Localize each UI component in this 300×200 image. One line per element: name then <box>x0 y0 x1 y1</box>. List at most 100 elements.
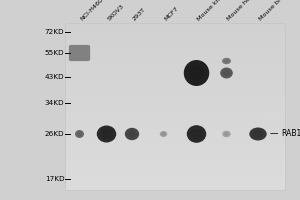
Bar <box>66 79 285 80</box>
Ellipse shape <box>125 128 139 140</box>
Bar <box>66 52 285 54</box>
Bar <box>66 70 285 72</box>
Bar <box>66 175 285 177</box>
Bar <box>66 125 285 127</box>
Bar <box>66 85 285 87</box>
Bar <box>66 139 285 140</box>
Bar <box>66 140 285 142</box>
Bar <box>66 90 285 92</box>
Ellipse shape <box>97 126 116 142</box>
Bar <box>66 95 285 97</box>
Bar <box>66 135 285 137</box>
Text: SKOV3: SKOV3 <box>106 4 125 22</box>
Text: Mouse brain: Mouse brain <box>258 0 290 22</box>
Bar <box>66 122 285 124</box>
Bar <box>66 157 285 158</box>
Text: —: — <box>270 130 278 138</box>
Bar <box>66 124 285 125</box>
Bar <box>66 178 285 180</box>
Ellipse shape <box>187 125 206 143</box>
Ellipse shape <box>161 132 166 136</box>
Bar <box>66 84 285 85</box>
Ellipse shape <box>189 65 204 81</box>
Bar <box>66 109 285 110</box>
Bar <box>66 114 285 115</box>
Bar <box>66 27 285 29</box>
Bar <box>66 144 285 145</box>
Bar <box>66 167 285 168</box>
Bar <box>66 163 285 165</box>
Ellipse shape <box>160 131 167 137</box>
Bar <box>66 105 285 107</box>
Bar <box>66 37 285 39</box>
Bar <box>66 51 285 52</box>
Ellipse shape <box>77 132 82 136</box>
Bar <box>66 24 285 26</box>
Bar <box>66 115 285 117</box>
Text: 43KD: 43KD <box>45 74 64 80</box>
Bar <box>66 32 285 34</box>
Bar <box>66 162 285 163</box>
Bar <box>66 65 285 67</box>
Ellipse shape <box>249 128 267 140</box>
Bar <box>66 158 285 160</box>
Bar <box>66 168 285 170</box>
Bar <box>66 148 285 150</box>
Bar <box>66 31 285 32</box>
Bar <box>66 145 285 147</box>
Ellipse shape <box>224 132 229 136</box>
Bar <box>66 102 285 104</box>
Bar <box>66 134 285 135</box>
Bar <box>66 26 285 27</box>
Text: 55KD: 55KD <box>45 50 64 56</box>
Ellipse shape <box>191 129 202 139</box>
Ellipse shape <box>101 129 112 139</box>
Bar <box>66 36 285 37</box>
Text: 34KD: 34KD <box>45 100 64 106</box>
Ellipse shape <box>253 130 263 138</box>
Bar <box>66 183 285 185</box>
Bar <box>66 39 285 41</box>
Bar <box>66 56 285 57</box>
Text: NCI-H460: NCI-H460 <box>80 0 104 22</box>
Bar <box>66 41 285 42</box>
Bar <box>66 142 285 144</box>
Ellipse shape <box>128 130 136 138</box>
Ellipse shape <box>184 60 209 86</box>
Bar <box>66 74 285 75</box>
Bar <box>66 180 285 182</box>
Bar <box>66 177 285 178</box>
Bar <box>66 75 285 77</box>
Bar <box>66 59 285 61</box>
Bar <box>66 57 285 59</box>
Ellipse shape <box>222 131 231 137</box>
Text: 293T: 293T <box>132 7 147 22</box>
Bar <box>66 129 285 130</box>
Bar <box>66 150 285 152</box>
Bar <box>66 72 285 74</box>
Bar <box>66 104 285 105</box>
Ellipse shape <box>222 58 231 64</box>
Bar <box>66 172 285 173</box>
Bar <box>66 117 285 119</box>
Bar <box>66 94 285 95</box>
Bar <box>66 42 285 44</box>
Bar <box>66 87 285 89</box>
Bar <box>66 107 285 109</box>
Bar <box>66 99 285 100</box>
Text: RAB1B: RAB1B <box>281 130 300 138</box>
FancyBboxPatch shape <box>69 45 90 61</box>
Bar <box>66 67 285 69</box>
Bar <box>66 64 285 65</box>
Text: Mouse kidney: Mouse kidney <box>196 0 232 22</box>
Ellipse shape <box>223 70 230 76</box>
Bar <box>66 61 285 62</box>
Bar <box>66 147 285 148</box>
Text: Mouse heart: Mouse heart <box>226 0 258 22</box>
Bar <box>66 119 285 120</box>
Bar <box>66 100 285 102</box>
Bar <box>66 47 285 49</box>
Bar <box>66 89 285 90</box>
Bar <box>66 182 285 183</box>
Bar <box>66 173 285 175</box>
